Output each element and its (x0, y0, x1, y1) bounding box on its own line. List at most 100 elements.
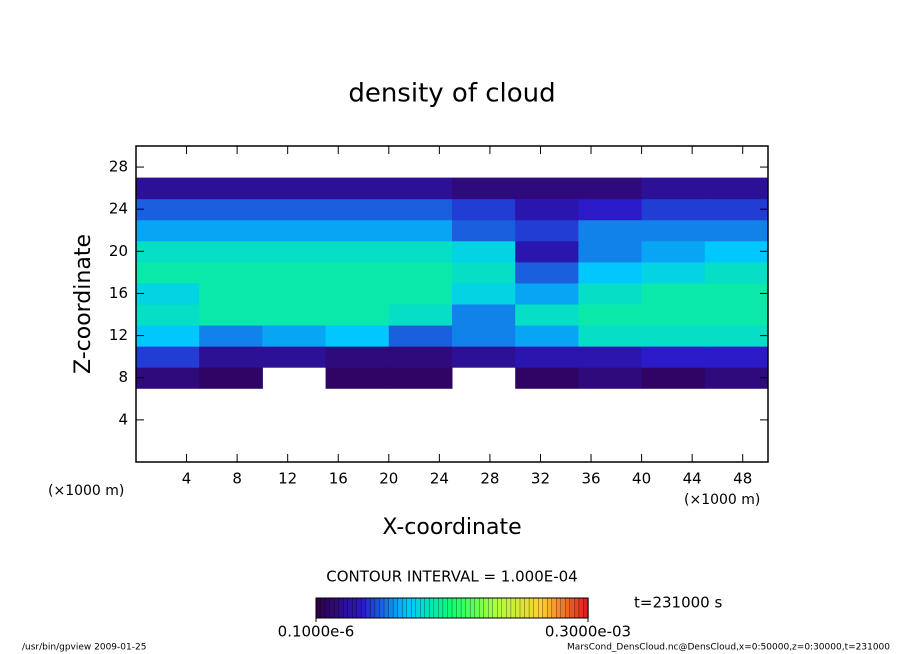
heat-cell (136, 219, 200, 242)
colorbar-step (515, 597, 521, 619)
colorbar-step (388, 597, 394, 619)
heat-cell (388, 198, 453, 221)
colorbar-step (510, 597, 517, 619)
heat-cell (515, 177, 579, 200)
heat-cell (452, 304, 516, 326)
heat-cell (136, 346, 200, 368)
heat-cell (388, 346, 453, 368)
colorbar-step (483, 597, 489, 619)
y-tick-label: 8 (118, 368, 128, 386)
footer-left: /usr/bin/gpview 2009-01-25 (22, 643, 146, 653)
heat-cell (262, 177, 327, 200)
colorbar-step (537, 597, 544, 619)
colorbar-step (361, 597, 367, 619)
colorbar-step (329, 597, 335, 619)
x-tick-label: 40 (632, 470, 651, 488)
x-tick-label: 48 (733, 470, 752, 488)
colorbar-step (370, 597, 376, 619)
colorbar-step (501, 597, 508, 619)
x-tick-label: 36 (581, 470, 600, 488)
heat-cell (704, 346, 769, 368)
heat-cell (325, 219, 390, 242)
colorbar-step (447, 597, 453, 619)
x-tick-label: 8 (232, 470, 242, 488)
heat-cell (641, 282, 706, 305)
heat-cell (325, 367, 390, 389)
heat-cell (704, 219, 769, 242)
heat-cell (452, 198, 516, 221)
colorbar-step (352, 597, 358, 619)
heat-cell (515, 325, 579, 347)
colorbar-step (578, 597, 585, 619)
colorbar-step (374, 597, 381, 619)
colorbar-step (324, 597, 331, 619)
heat-cell (325, 177, 390, 200)
heat-cell (136, 367, 200, 389)
heat-cell (578, 282, 643, 305)
colorbar-step (556, 597, 562, 619)
heat-cell (515, 240, 579, 263)
colorbar-step (411, 597, 417, 619)
heat-cell (515, 219, 579, 242)
colorbar-step (569, 597, 576, 619)
colorbar-step (551, 597, 557, 619)
colorbar-step (406, 597, 412, 619)
heat-cell (136, 177, 200, 200)
y-axis-label: Z-coordinate (71, 234, 96, 374)
colorbar-step (356, 597, 362, 619)
heat-cell (704, 282, 769, 305)
heat-cell (262, 346, 327, 368)
heat-cell (325, 304, 390, 326)
heat-cell (388, 367, 453, 389)
heat-cell (515, 304, 579, 326)
y-tick-label: 24 (109, 200, 128, 218)
heat-cell (515, 346, 579, 368)
colorbar-step (343, 597, 349, 619)
colorbar-step (429, 597, 435, 619)
heat-cell (388, 282, 453, 305)
heat-cell (704, 177, 769, 200)
colorbar-step (451, 597, 458, 619)
colorbar-step (401, 597, 408, 619)
colorbar-step (497, 597, 503, 619)
colorbar-step (524, 597, 530, 619)
heat-cell (452, 325, 516, 347)
heat-cell (388, 219, 453, 242)
heat-cell (641, 198, 706, 221)
y-tick-label: 4 (118, 410, 128, 428)
x-tick-label: 28 (480, 470, 499, 488)
heat-cell (452, 261, 516, 284)
colorbar-step (479, 597, 485, 619)
x-unit: (×1000 m) (684, 492, 760, 508)
colorbar-step (433, 597, 440, 619)
colorbar-step (333, 597, 340, 619)
heat-cell (515, 198, 579, 221)
colorbar-step (533, 597, 539, 619)
x-tick-label: 32 (531, 470, 550, 488)
heat-cell (388, 240, 453, 263)
colorbar-step (465, 597, 471, 619)
heat-cell (704, 367, 769, 389)
heat-cell (199, 177, 263, 200)
colorbar-tick-label: 0.3000e-03 (545, 623, 631, 641)
heat-cell (199, 367, 263, 389)
heat-cell (325, 198, 390, 221)
heat-cell (388, 304, 453, 326)
heat-cell (515, 367, 579, 389)
heat-cell (325, 346, 390, 368)
heat-cell (325, 282, 390, 305)
colorbar-step (542, 597, 548, 619)
heat-cell (578, 177, 643, 200)
heat-cell (199, 198, 263, 221)
y-tick-label: 12 (109, 326, 128, 344)
heat-cell (452, 177, 516, 200)
heat-cell (199, 346, 263, 368)
heat-cell (199, 240, 263, 263)
colorbar-step (338, 597, 344, 619)
x-tick-label: 24 (430, 470, 449, 488)
colorbar-step (460, 597, 467, 619)
heat-cell (704, 198, 769, 221)
heat-cell (136, 282, 200, 305)
chart-title: density of cloud (348, 79, 555, 109)
